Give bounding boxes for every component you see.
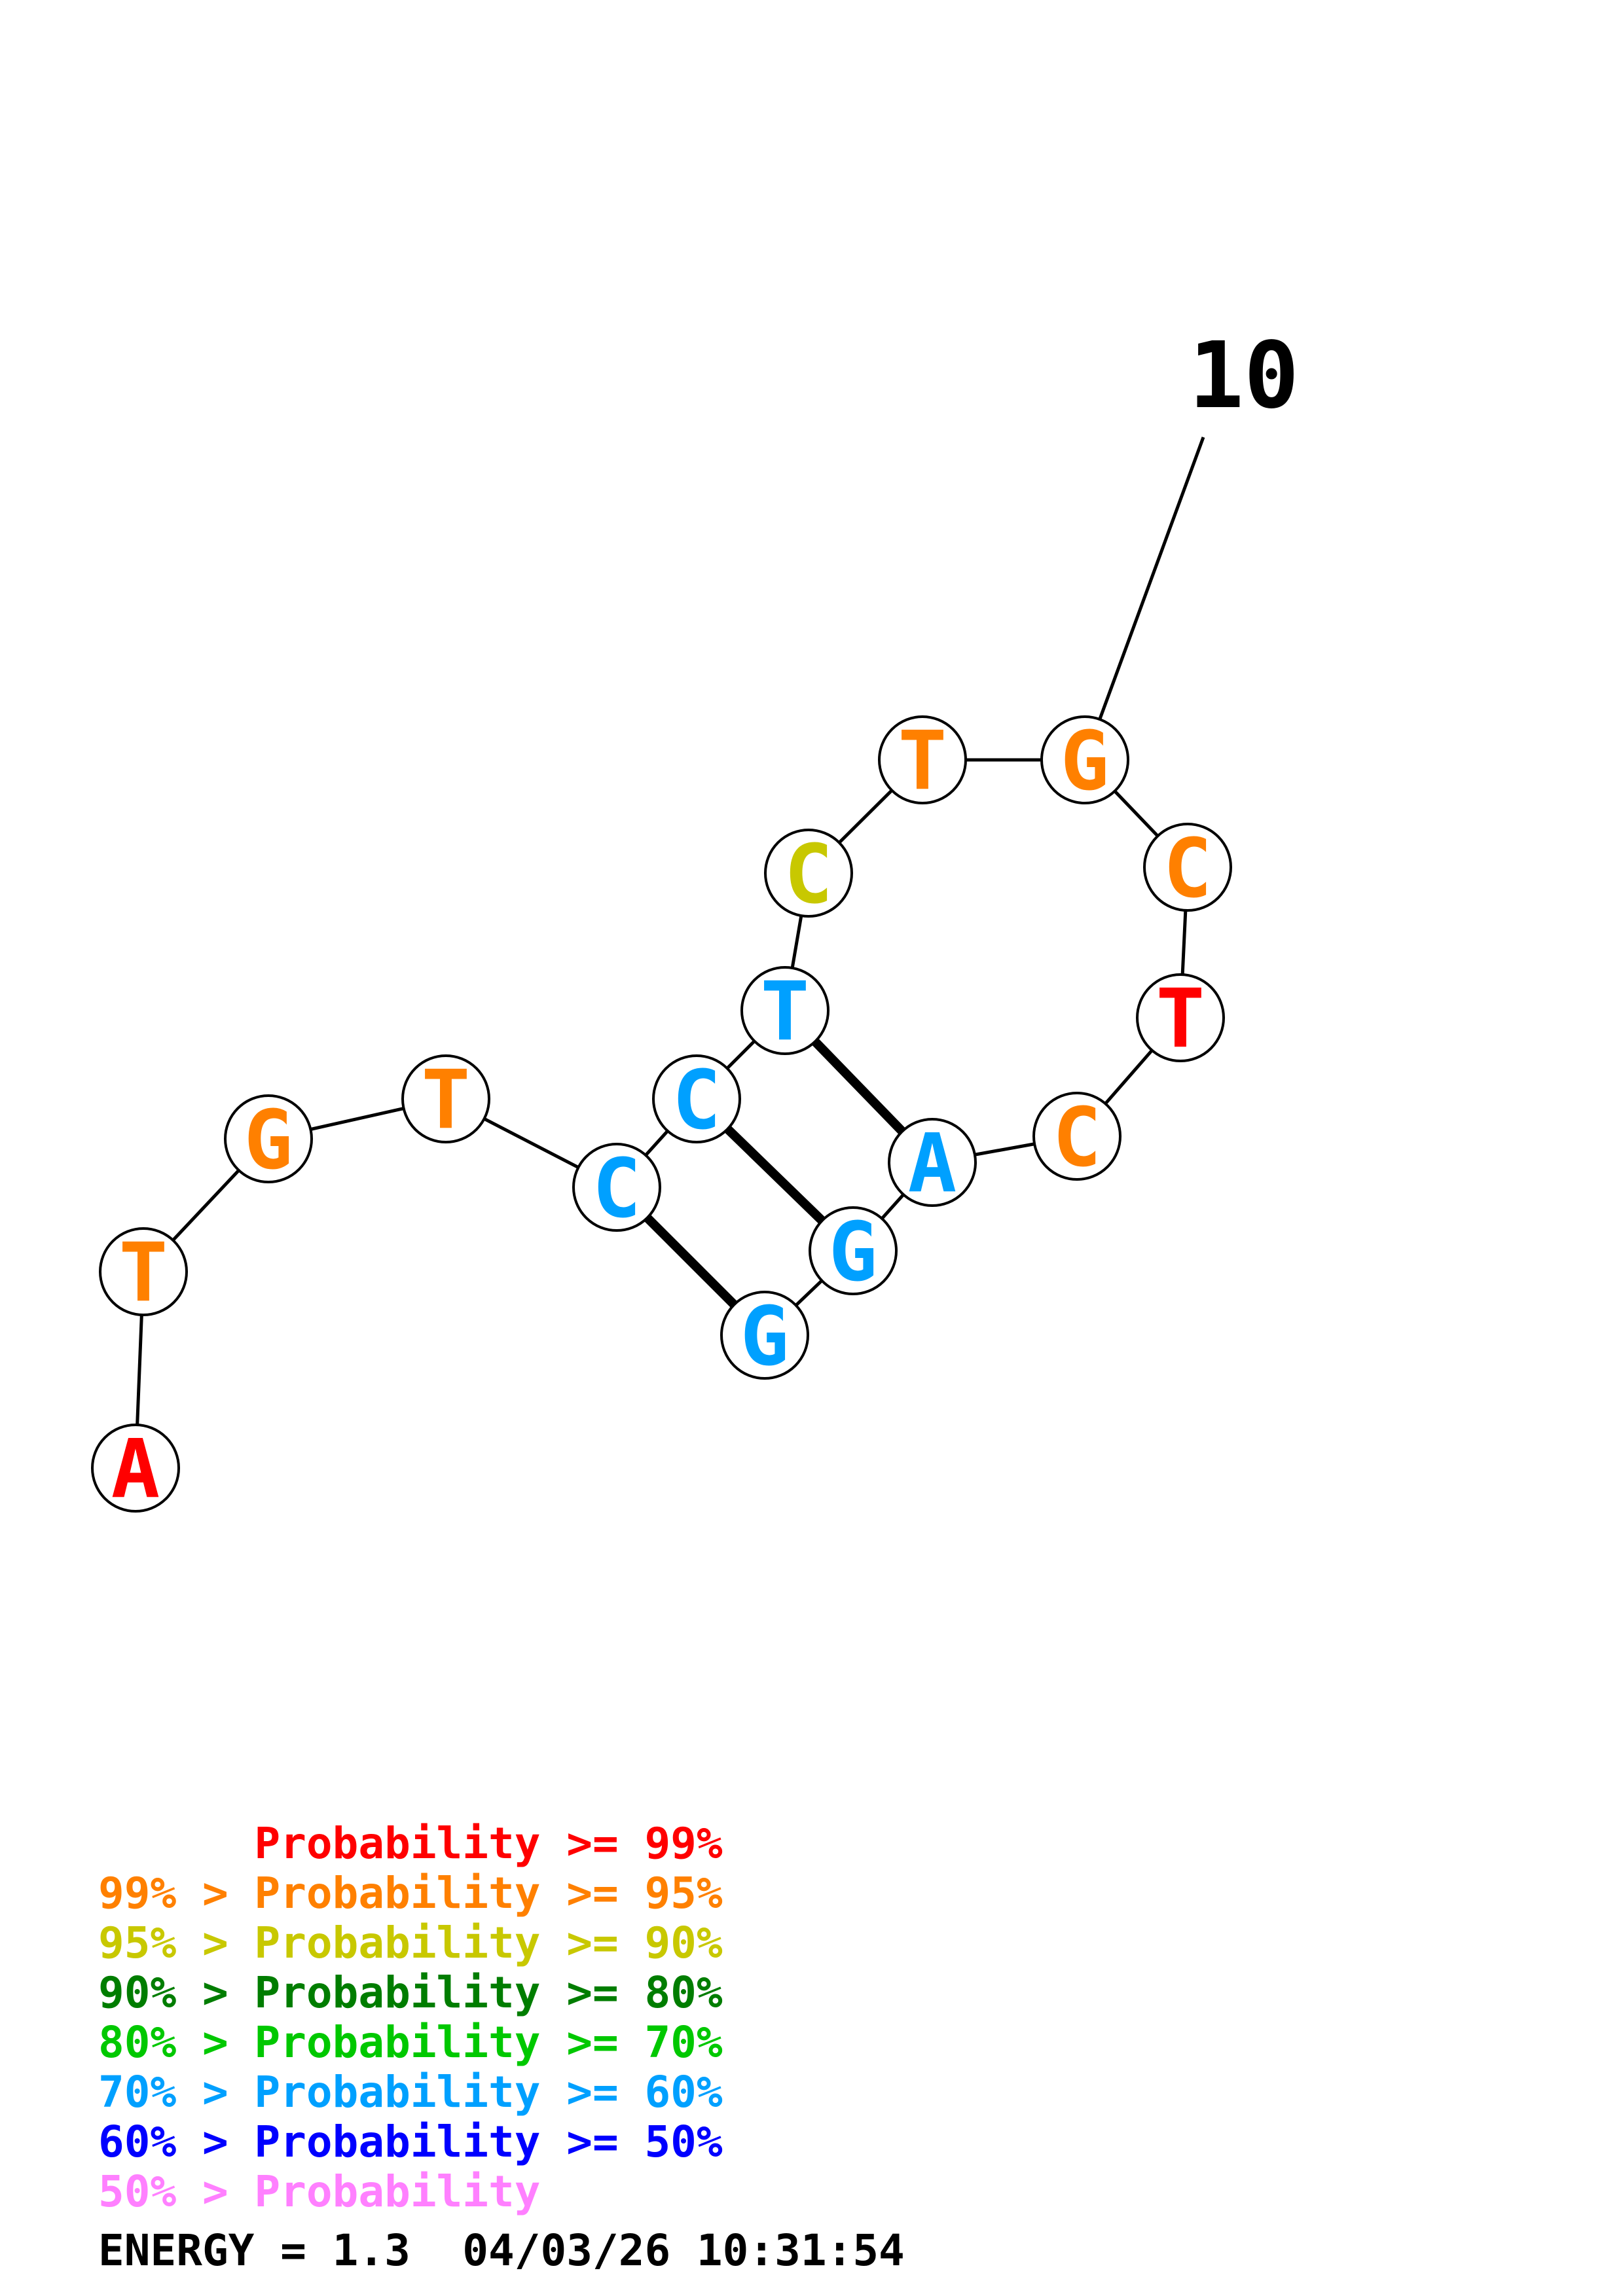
nucleotide-circle-8 (764, 829, 853, 918)
nucleotide-circle-9 (878, 715, 967, 804)
nucleotide-letter-13: C (1053, 1091, 1102, 1185)
nucleotide-circle-12 (1136, 973, 1225, 1062)
legend-line: 99% > Probability >= 95% (98, 1868, 723, 1918)
nucleotide-circle-16 (720, 1291, 809, 1380)
nucleotide-letter-1: A (111, 1423, 160, 1517)
legend-line: 80% > Probability >= 70% (98, 2017, 723, 2068)
nucleotide-letter-16: G (740, 1290, 790, 1384)
nucleotide-circle-13 (1032, 1092, 1122, 1181)
nucleotide-letter-3: G (244, 1094, 293, 1188)
nucleotide-letter-12: T (1156, 973, 1205, 1067)
nucleotide-letter-7: T (761, 965, 810, 1060)
nucleotide-circle-2 (99, 1227, 188, 1316)
nucleotide-circle-5 (572, 1143, 661, 1232)
nucleotide-circle-14 (888, 1118, 977, 1207)
nucleotide-circle-11 (1143, 823, 1232, 912)
energy-caption: ENERGY = 1.3 04/03/26 10:31:54 (98, 2225, 905, 2276)
nucleotide-letter-11: C (1163, 822, 1213, 916)
nucleotide-circle-3 (224, 1094, 313, 1183)
label-pointer-line (1083, 437, 1205, 761)
probability-legend: Probability >= 99% 99% > Probability >= 9… (98, 1819, 723, 2217)
nucleotide-letter-6: C (672, 1054, 721, 1148)
legend-line: Probability >= 99% (98, 1818, 723, 1869)
legend-line: 90% > Probability >= 80% (98, 1967, 723, 2018)
legend-line: 50% > Probability (98, 2166, 541, 2217)
nucleotide-circle-7 (740, 966, 830, 1055)
nucleotide-letter-8: C (784, 828, 833, 922)
legend-line: 60% > Probability >= 50% (98, 2117, 723, 2167)
nucleotide-letter-14: A (908, 1117, 957, 1211)
nucleotide-letter-2: T (119, 1227, 168, 1321)
nucleotide-letter-9: T (898, 715, 947, 809)
nucleotide-circle-1 (91, 1424, 180, 1513)
sequence-position-label: 10 (1189, 323, 1300, 429)
nucleotide-circle-10 (1040, 715, 1129, 804)
nucleotide-letter-10: G (1061, 715, 1110, 809)
legend-line: 70% > Probability >= 60% (98, 2067, 723, 2117)
legend-line: 95% > Probability >= 90% (98, 1918, 723, 1968)
nucleotide-letter-5: C (593, 1142, 642, 1236)
nucleotide-circle-6 (652, 1054, 741, 1143)
nucleotide-letter-4: T (422, 1054, 471, 1148)
nucleotide-letter-15: G (829, 1206, 878, 1300)
nucleotide-circle-4 (401, 1054, 490, 1143)
nucleotide-circle-15 (809, 1206, 898, 1295)
